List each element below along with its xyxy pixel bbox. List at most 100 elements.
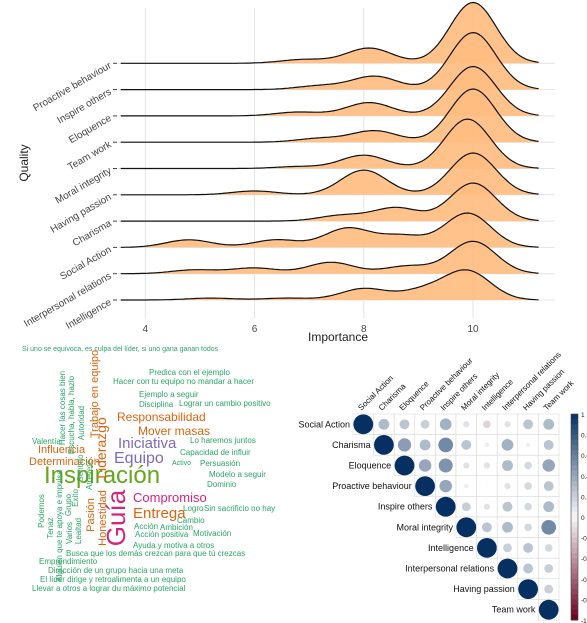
ridge-charisma [120,182,539,222]
word: Hacer las cosas bien [58,371,67,445]
corr-circle [543,418,555,430]
legend-swatch [571,604,578,611]
word: Sentido [76,454,85,482]
ridge-x-tick-labels: 4 6 8 10 [143,324,480,335]
legend-swatch [571,496,578,503]
word: Activo [172,460,191,467]
word: Capacidad de influir [180,448,251,457]
word: Responsabilidad [117,410,206,424]
ridge-line-inspire-others [120,31,539,91]
word: Lealtad [74,518,83,544]
legend-swatch [571,439,578,446]
corr-circle [523,542,534,553]
legend-swatch [571,558,578,564]
corr-circle [481,522,492,533]
legend-tick-label: 1 [581,412,585,419]
corr-circle [438,437,454,453]
row-label: Moral integrity [396,522,453,532]
word: Predica con el ejemplo [149,368,230,377]
word: Disciplina [139,400,174,409]
word: Modelo a seguir [209,470,266,479]
ridge-moral-integrity [120,118,539,170]
legend-swatch [571,450,578,456]
word: Busca que los demás crezcan para que tú … [66,549,245,558]
ridge-area-having-passion [120,153,539,195]
corr-circle [543,481,554,492]
corr-circle [464,483,469,489]
word: Motivación [193,529,231,538]
corr-circle [477,538,497,558]
ridge-inspire-others [120,31,539,91]
ridge-line-intelligence [120,269,539,301]
corr-circle [543,501,555,513]
word: Alguien que te apoya e impulsa [55,470,64,582]
legend-swatch [571,501,578,508]
word: Sin sacrificio no hay [204,504,275,513]
legend-swatch [571,506,578,513]
corr-circle [518,579,538,599]
corr-circle [524,461,532,470]
ridge-interpersonal-relations [120,240,539,275]
word: Dominio [207,480,237,489]
corr-circle [418,459,432,472]
legend-swatch [571,414,578,420]
word: Emprendimiento [39,557,98,566]
legend-frame [570,413,579,621]
legend-swatch [571,522,578,528]
legend-swatch [571,465,578,472]
word: Logro [183,504,204,513]
legend-swatch [571,511,578,518]
word: Inspiración [44,462,160,489]
corr-circle [439,418,452,431]
corr-circle [483,503,491,510]
legend-swatch [571,532,578,539]
corr-circle [461,439,472,450]
corr-circle [525,442,531,448]
legend-tick-label: -0.6 [581,577,587,584]
legend-swatch [571,553,578,559]
legend-tick-label: -0.4 [581,556,587,563]
word: Acción [134,522,158,531]
corr-circle [399,419,410,430]
word: Determinación [29,456,100,468]
ridge-team-work [120,88,539,143]
corr-circle [374,435,394,455]
ridge-area-interpersonal-relations [120,241,539,274]
word: Compromiso [133,490,207,505]
corr-circle [544,584,554,594]
word: Ejemplo a seguir [139,390,199,399]
legend-swatch [571,563,578,569]
legend-swatch [571,573,578,580]
word: Varios [65,522,74,544]
legend-tick-label: -0.2 [581,536,587,543]
corr-circle [523,563,534,574]
legend-swatch [571,614,578,621]
corr-circle [501,439,514,451]
row-label: Having passion [453,584,515,594]
corr-circle [378,418,390,430]
corr-circle [439,479,452,493]
x-tick-label: 10 [468,324,480,335]
corr-circle [544,544,553,552]
ridge-line-charisma [120,182,539,222]
legend-swatch [571,568,578,575]
word: Mover masas [138,424,210,438]
corr-circle [524,523,532,532]
corr-circle [456,517,477,538]
corr-circle [538,599,559,620]
word: Liderazgo [93,417,109,479]
corr-circle [497,558,518,579]
legend-swatch [571,444,578,451]
corr-circle [435,496,456,517]
x-axis-title: Importance [308,330,368,344]
word: Persuasión [200,459,240,468]
corr-circle [461,502,471,512]
ridge-intelligence [120,269,539,301]
corr-circle [524,482,532,490]
word: Pasión [85,498,97,532]
legend-swatch [571,419,578,425]
word: Tenaz [46,517,55,538]
word: Trabajo en equipo [89,350,101,438]
